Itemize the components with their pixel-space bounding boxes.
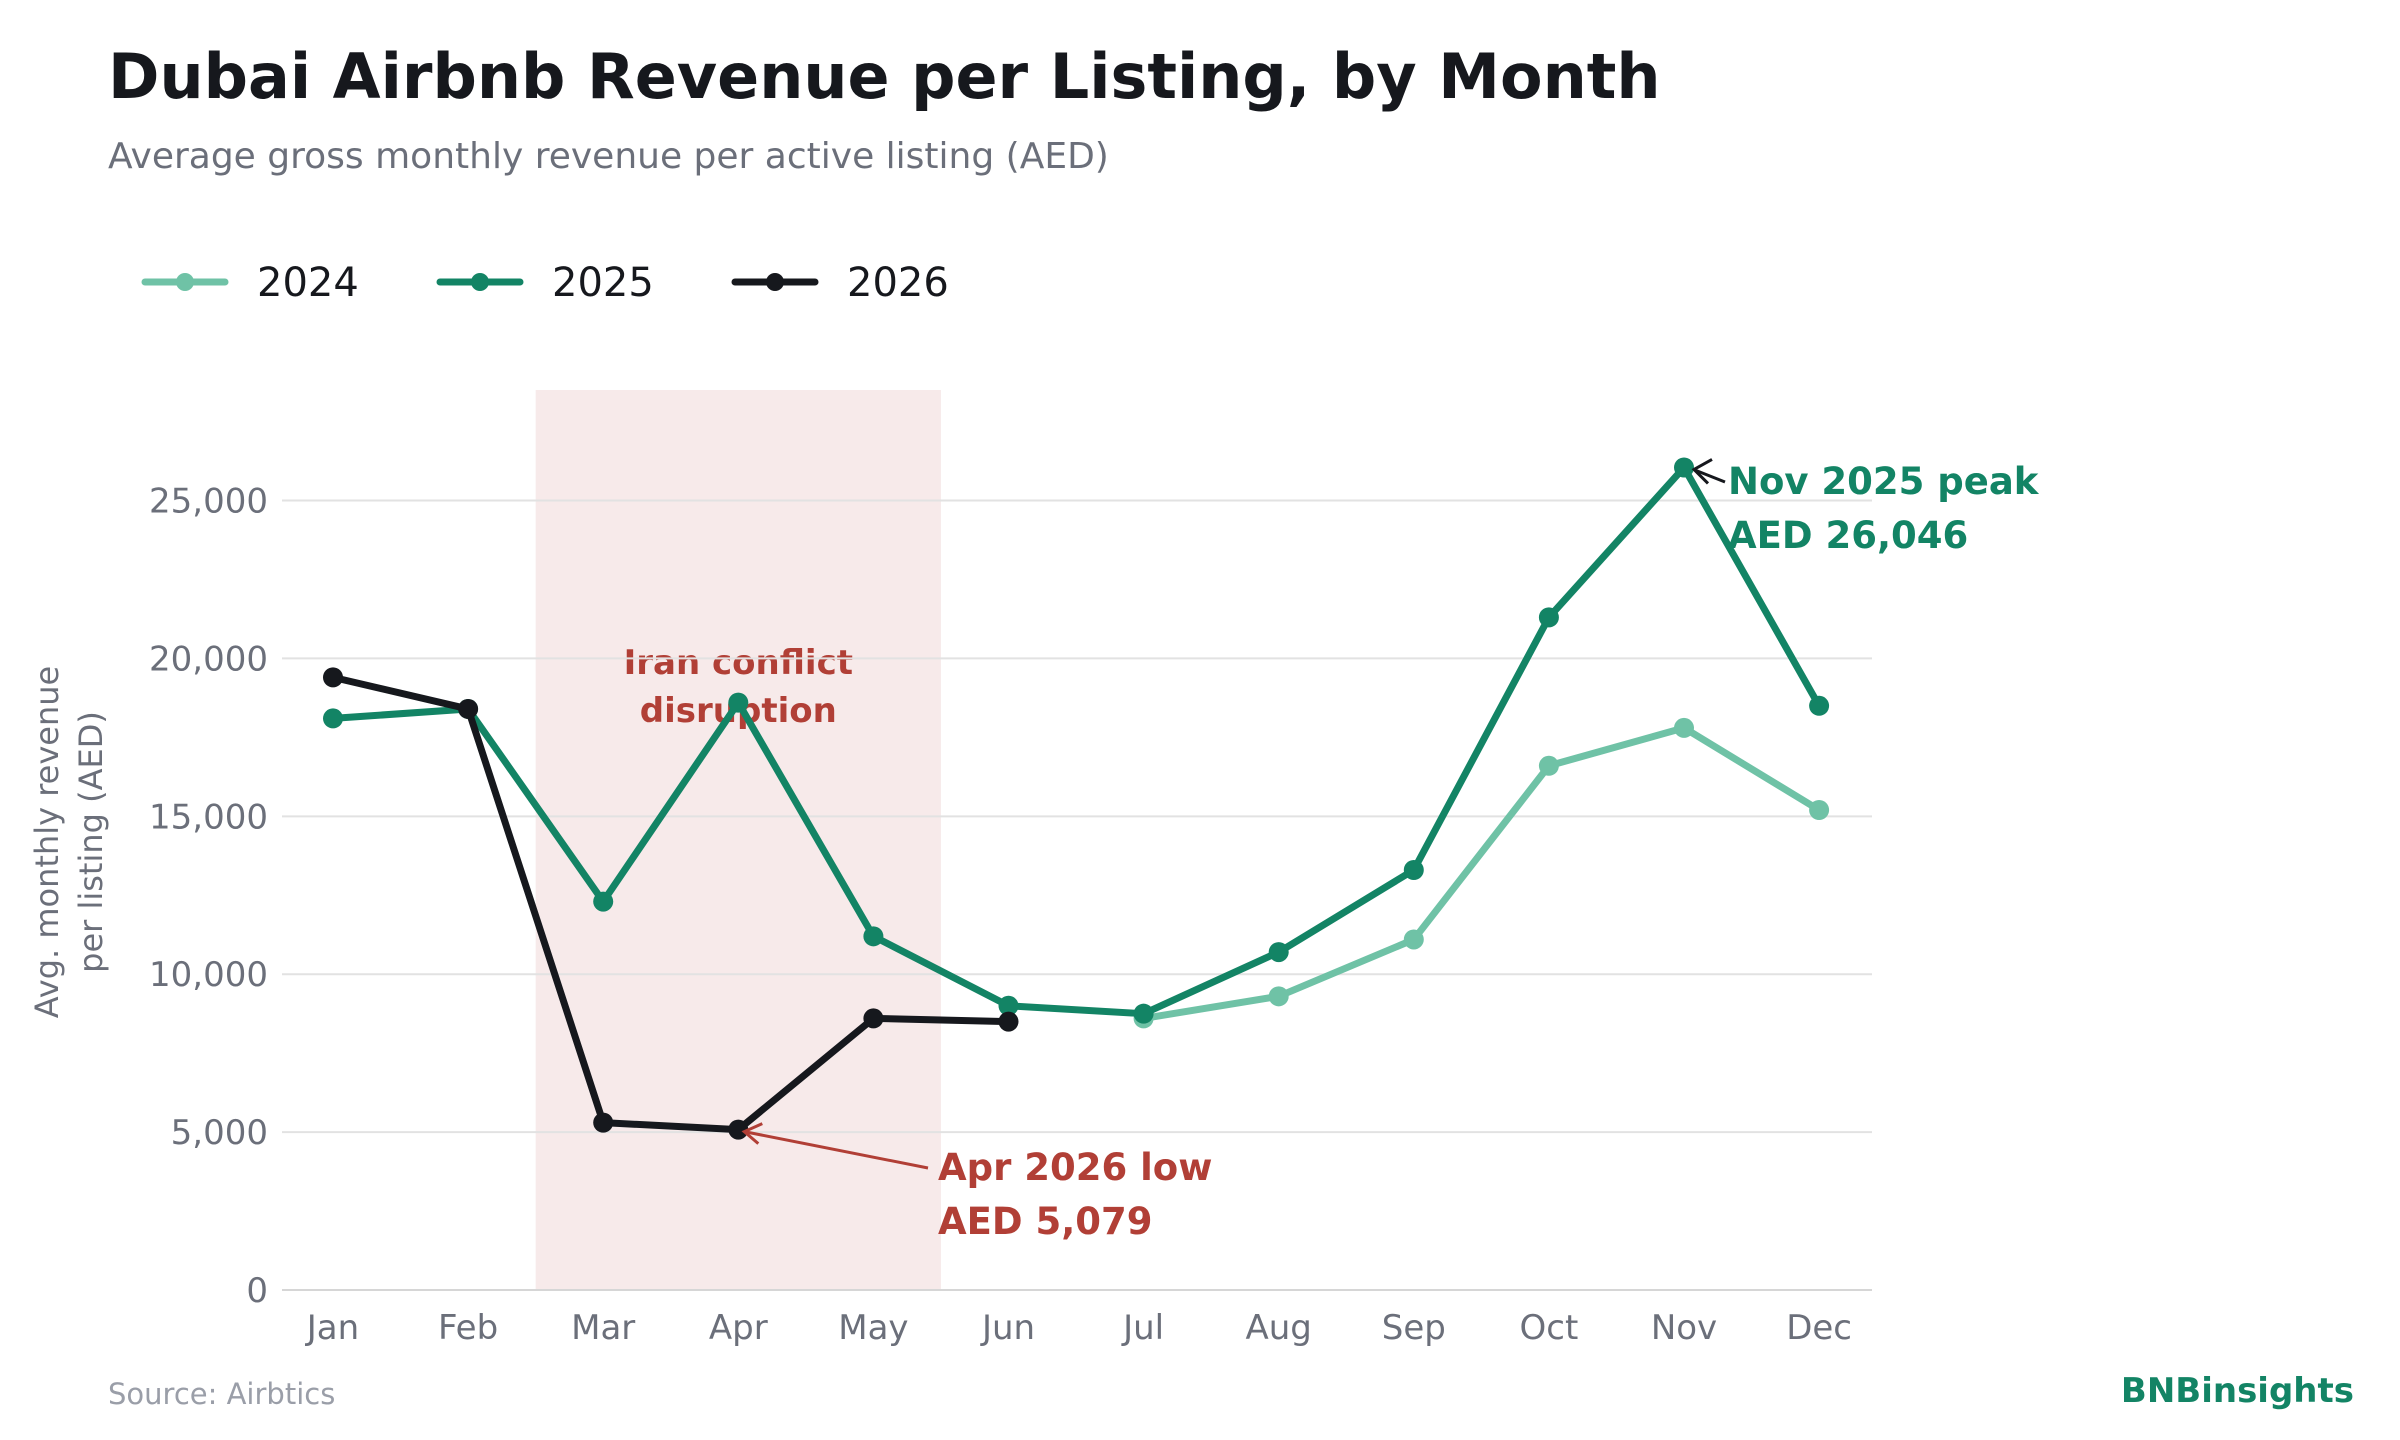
series-line-2026 bbox=[329, 673, 1012, 1134]
x-tick-label: May bbox=[838, 1308, 908, 1348]
x-tick-label: Jun bbox=[980, 1308, 1035, 1348]
y-tick-label: 0 bbox=[246, 1271, 268, 1311]
annotation-arrow bbox=[1695, 469, 1726, 484]
x-tick-label: Sep bbox=[1382, 1308, 1446, 1348]
data-point bbox=[863, 1008, 884, 1029]
annotation-peak-text: Nov 2025 peak bbox=[1728, 460, 2040, 503]
series-2026 bbox=[323, 667, 1019, 1140]
data-point bbox=[998, 995, 1019, 1016]
data-point bbox=[458, 698, 479, 719]
data-point bbox=[1403, 929, 1424, 950]
legend-label: 2024 bbox=[257, 260, 359, 306]
chart-title: Dubai Airbnb Revenue per Listing, by Mon… bbox=[108, 40, 1661, 113]
legend-item-2024: 2024 bbox=[141, 260, 359, 306]
data-point bbox=[1538, 755, 1559, 776]
x-tick-label: Mar bbox=[571, 1308, 635, 1348]
data-point bbox=[998, 1011, 1019, 1032]
disruption-label: Iran conflictdisruption bbox=[624, 643, 853, 731]
legend-swatch-marker bbox=[176, 273, 194, 291]
x-tick-label: Jul bbox=[1121, 1308, 1164, 1348]
gridlines bbox=[282, 499, 1872, 1134]
x-tick-label: Aug bbox=[1246, 1308, 1312, 1348]
y-tick-label: 25,000 bbox=[149, 482, 268, 522]
legend-item-2025: 2025 bbox=[436, 260, 654, 306]
x-axis-ticks: Jan Feb Mar Apr May Jun Jul Aug Sep Oct Nov Dec bbox=[305, 1308, 1852, 1348]
data-point bbox=[593, 1112, 614, 1133]
y-tick-label: 10,000 bbox=[149, 955, 268, 995]
data-point bbox=[728, 1119, 749, 1140]
y-tick-label: 15,000 bbox=[149, 797, 268, 837]
series-line-2024 bbox=[1140, 724, 1823, 1022]
y-tick-label: 20,000 bbox=[149, 639, 268, 679]
y-tick-label: 5,000 bbox=[171, 1113, 268, 1153]
data-point bbox=[1403, 860, 1424, 880]
y-axis-label-line: per listing (AED) bbox=[72, 711, 110, 973]
annotation-arrowhead bbox=[1691, 458, 1713, 485]
data-point bbox=[593, 891, 614, 912]
series-lines bbox=[323, 457, 1830, 1140]
series-2024 bbox=[1133, 717, 1830, 1029]
x-tick-label: Dec bbox=[1786, 1308, 1852, 1348]
data-point bbox=[1268, 986, 1289, 1007]
data-point bbox=[1538, 607, 1559, 628]
legend-swatch-marker bbox=[766, 273, 784, 291]
data-point bbox=[1674, 717, 1694, 738]
source-note: Source: Airbtics bbox=[108, 1377, 335, 1411]
chart-subtitle: Average gross monthly revenue per active… bbox=[108, 136, 1109, 177]
y-axis-label-line: Avg. monthly revenue bbox=[28, 666, 66, 1018]
annotation-low-text: Apr 2026 low bbox=[938, 1146, 1212, 1189]
data-point bbox=[863, 926, 884, 947]
x-tick-label: Apr bbox=[709, 1308, 768, 1348]
y-axis-ticks: 0 5,000 10,000 15,000 20,000 25,000 bbox=[149, 482, 268, 1311]
annotation-arrowhead bbox=[741, 1122, 763, 1145]
x-tick-label: Jan bbox=[305, 1308, 359, 1348]
legend-swatch-marker bbox=[471, 273, 489, 291]
annotation-peak-text: AED 26,046 bbox=[1728, 514, 1968, 557]
annotations: Nov 2025 peak AED 26,046 Apr 2026 low AED 5… bbox=[741, 458, 2040, 1243]
legend-item-2026: 2026 bbox=[731, 260, 949, 306]
data-point bbox=[323, 708, 343, 729]
data-point bbox=[1268, 942, 1289, 963]
annotation-low: Apr 2026 low AED 5,079 bbox=[741, 1122, 1212, 1243]
data-point bbox=[323, 667, 343, 688]
legend-label: 2025 bbox=[552, 260, 654, 306]
data-point bbox=[1133, 1003, 1154, 1024]
annotation-arrow bbox=[744, 1130, 929, 1170]
data-point bbox=[1674, 457, 1694, 478]
data-point bbox=[728, 692, 749, 713]
annotation-low-text: AED 5,079 bbox=[938, 1200, 1153, 1243]
series-line-2025 bbox=[329, 463, 1823, 1018]
data-point bbox=[1809, 800, 1830, 820]
y-axis-label: Avg. monthly revenue per listing (AED) bbox=[28, 666, 110, 1018]
legend-label: 2026 bbox=[847, 260, 949, 306]
legend: 2024 2025 2026 bbox=[141, 260, 949, 306]
data-point bbox=[1809, 695, 1830, 716]
brand-logo: BNBinsights bbox=[2121, 1371, 2354, 1411]
x-tick-label: Feb bbox=[438, 1308, 498, 1348]
x-tick-label: Oct bbox=[1520, 1308, 1579, 1348]
annotation-peak: Nov 2025 peak AED 26,046 bbox=[1691, 458, 2040, 557]
x-tick-label: Nov bbox=[1651, 1308, 1717, 1348]
disruption-label-line: Iran conflict bbox=[624, 643, 853, 683]
disruption-shaded-region bbox=[535, 390, 941, 1290]
